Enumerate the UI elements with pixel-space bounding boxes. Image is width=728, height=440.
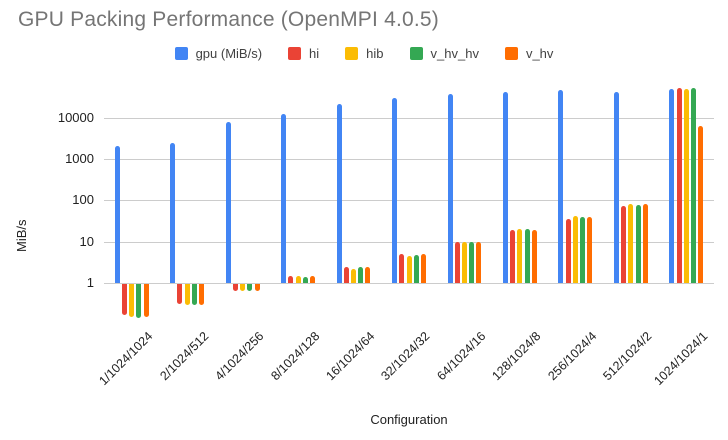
legend-swatch-hi: [288, 47, 302, 60]
y-axis-title: MiB/s: [14, 219, 29, 253]
legend-item-v-hv: v_hv: [504, 46, 554, 61]
legend-swatch-v-hv: [504, 47, 518, 60]
bar-v-hv: [420, 254, 426, 283]
bar-hi: [565, 218, 571, 283]
x-tick-label: 1/1024/1024: [96, 329, 156, 389]
bar-gpu-mib-s: [336, 103, 342, 283]
y-gridline: [104, 200, 714, 202]
legend-item-v-hv-hv: v_hv_hv: [409, 46, 479, 61]
legend-item-gpu-mib-s: gpu (MiB/s): [174, 46, 263, 61]
bar-v-hv-hv: [690, 88, 696, 283]
bar-v-hv: [698, 126, 704, 283]
legend-label: hi: [309, 46, 320, 61]
bar-hi: [676, 87, 682, 283]
bar-hib: [295, 276, 301, 283]
legend-swatch-gpu-mib-s: [174, 47, 188, 60]
y-gridline: [104, 283, 714, 284]
bar-gpu-mib-s: [447, 93, 453, 283]
bar-v-hv: [531, 229, 537, 283]
bar-hi: [510, 230, 516, 283]
bar-v-hv-hv: [302, 276, 308, 283]
y-tick-label: 100: [72, 192, 94, 208]
y-gridline: [104, 117, 714, 119]
bar-v-hv-hv: [191, 284, 197, 305]
bar-hi: [177, 284, 183, 304]
bar-hi: [232, 284, 238, 291]
legend-item-hib: hib: [345, 46, 384, 61]
bar-hi: [399, 254, 405, 283]
bar-hib: [129, 284, 135, 318]
bar-gpu-mib-s: [613, 92, 619, 283]
bar-v-hv: [199, 284, 205, 306]
bar-hi: [288, 275, 294, 283]
bar-v-hv: [476, 241, 482, 283]
bar-gpu-mib-s: [669, 88, 675, 283]
bar-v-hv-hv: [136, 284, 142, 319]
bar-v-hv-hv: [413, 254, 419, 283]
bar-v-hv-hv: [524, 229, 530, 283]
bar-gpu-mib-s: [114, 145, 120, 283]
x-tick-label: 4/1024/256: [212, 329, 267, 384]
bar-gpu-mib-s: [558, 90, 564, 283]
bar-v-hv: [365, 267, 371, 283]
bar-gpu-mib-s: [170, 142, 176, 283]
bar-hib: [351, 268, 357, 283]
bar-hib: [184, 284, 190, 305]
bar-v-hv-hv: [247, 284, 253, 292]
legend-label: v_hv_hv: [430, 46, 479, 61]
bar-v-hv-hv: [635, 205, 641, 283]
x-tick-label: 512/1024/2: [600, 329, 655, 384]
y-gridline: [104, 241, 714, 243]
x-tick-label: 32/1024/32: [378, 329, 433, 384]
legend-label: v_hv: [525, 46, 554, 61]
bar-v-hv-hv: [358, 267, 364, 283]
bar-hib: [406, 256, 412, 283]
bar-hib: [461, 241, 467, 283]
bar-hi: [621, 205, 627, 283]
x-tick-label: 128/1024/8: [489, 329, 544, 384]
x-tick-label: 16/1024/64: [323, 329, 378, 384]
bar-v-hv-hv: [469, 241, 475, 283]
bar-hib: [517, 229, 523, 283]
bar-v-hv-hv: [580, 216, 586, 283]
bar-hi: [343, 267, 349, 283]
bar-v-hv: [143, 284, 149, 318]
x-tick-label: 1024/1024/1: [651, 329, 711, 389]
bar-gpu-mib-s: [225, 121, 231, 283]
x-tick-label: 2/1024/512: [156, 329, 212, 384]
bar-v-hv: [254, 284, 260, 292]
legend-label: hib: [366, 46, 384, 61]
y-tick-label: 10: [79, 233, 94, 249]
bar-gpu-mib-s: [503, 92, 508, 283]
bar-hi: [122, 284, 128, 315]
bar-v-hv: [642, 204, 648, 283]
legend-swatch-hib: [345, 47, 359, 60]
bar-hib: [683, 89, 689, 283]
legend: gpu (MiB/s) hi hib v_hv_hv v_hv: [0, 46, 728, 61]
y-tick-label: 1: [86, 275, 94, 290]
x-tick-label: 8/1024/128: [267, 329, 322, 384]
chart-title: GPU Packing Performance (OpenMPI 4.0.5): [18, 8, 439, 31]
y-gridline: [104, 159, 714, 161]
bar-gpu-mib-s: [281, 113, 287, 283]
x-axis-title: Configuration: [370, 412, 448, 427]
bar-hib: [240, 284, 246, 291]
bar-gpu-mib-s: [392, 98, 398, 283]
legend-label: gpu (MiB/s): [195, 46, 263, 61]
x-tick-label: 64/1024/16: [434, 329, 489, 384]
legend-swatch-v-hv-hv: [409, 47, 423, 60]
bar-hib: [628, 203, 634, 283]
bar-hib: [572, 215, 578, 283]
legend-item-hi: hi: [288, 46, 319, 61]
bar-v-hv: [587, 216, 593, 283]
bar-hi: [454, 241, 460, 283]
x-tick-label: 256/1024/4: [545, 329, 600, 384]
bar-v-hv: [309, 276, 315, 283]
y-tick-label: 10000: [57, 109, 94, 125]
y-tick-label: 1000: [65, 151, 94, 167]
